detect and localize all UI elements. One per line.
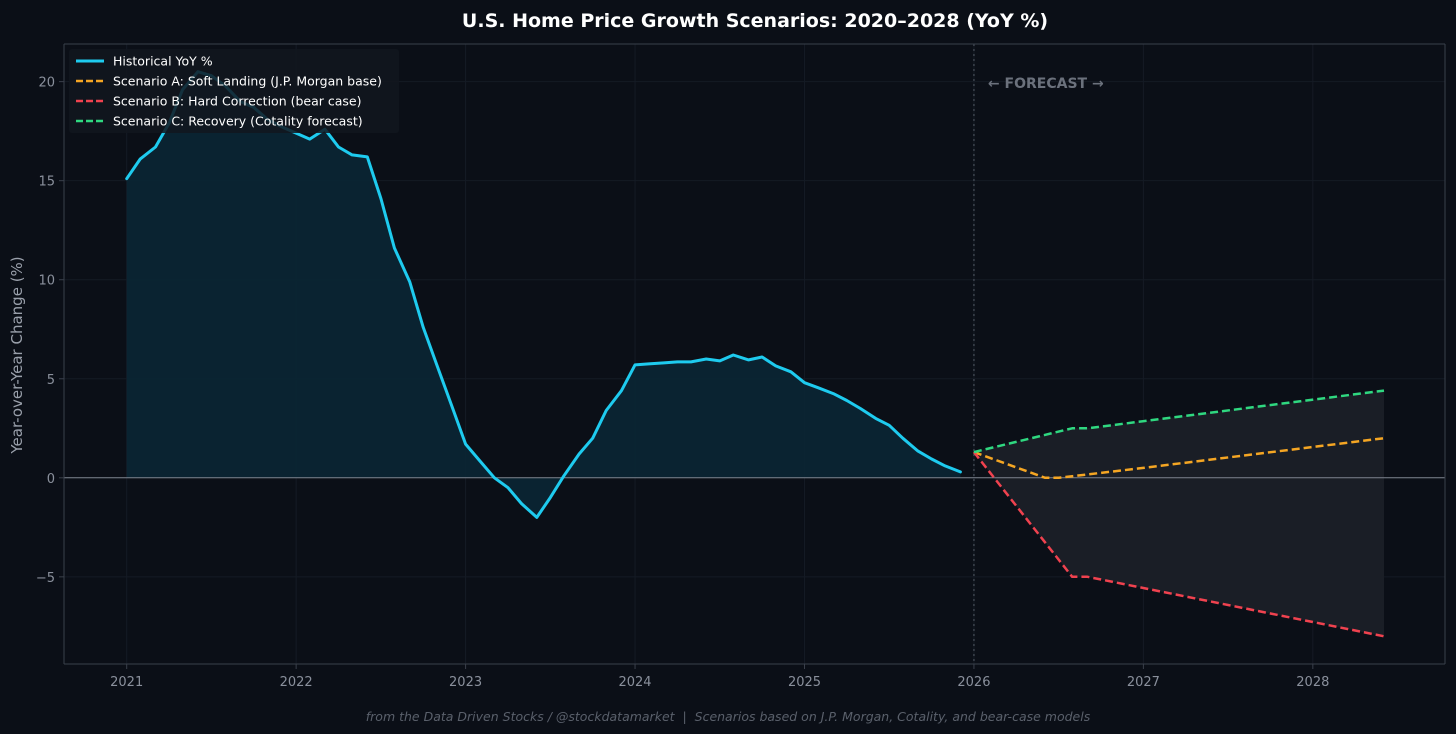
- legend: Historical YoY % Scenario A: Soft Landing…: [69, 49, 399, 133]
- y-tick-label-5: 20: [38, 76, 55, 91]
- x-tick-label-2024: 2024: [618, 675, 651, 690]
- historical-fill-area: [126, 71, 961, 518]
- x-tick-label-2022: 2022: [280, 675, 313, 690]
- x-tick-label-2025: 2025: [788, 675, 821, 690]
- y-tick-label-3: 10: [38, 274, 55, 289]
- x-tick-label-2023: 2023: [449, 675, 482, 690]
- series-line-1: [973, 436, 1385, 480]
- y-tick-label-4: 15: [38, 175, 55, 190]
- series-line-2: [972, 451, 1385, 638]
- x-tick-label-2027: 2027: [1127, 675, 1160, 690]
- y-tick-label-1: 0: [47, 472, 55, 487]
- y-tick-label-2: 5: [47, 373, 55, 388]
- legend-box: [69, 49, 399, 133]
- legend-label-1: Scenario A: Soft Landing (J.P. Morgan ba…: [113, 74, 382, 89]
- forecast-annotation: ← FORECAST →: [988, 76, 1104, 92]
- x-tick-label-2028: 2028: [1296, 675, 1329, 690]
- x-tick-label-2021: 2021: [110, 675, 143, 690]
- series-line-3: [973, 389, 1385, 454]
- legend-label-0: Historical YoY %: [113, 54, 213, 69]
- y-axis-label: Year-over-Year Change (%): [8, 256, 26, 454]
- plot-area: 2021 2022 2023 2024 2025 2026 2027 2028 −5 0 5 10 15…: [36, 43, 1446, 690]
- chart-title: U.S. Home Price Growth Scenarios: 2020–2…: [462, 10, 1048, 32]
- legend-label-2: Scenario B: Hard Correction (bear case): [113, 94, 362, 109]
- x-tick-label-2026: 2026: [957, 675, 990, 690]
- legend-label-3: Scenario C: Recovery (Cotality forecast): [113, 114, 363, 129]
- footer-credit: from the Data Driven Stocks / @stockdata…: [366, 709, 1091, 724]
- y-tick-label-0: −5: [36, 571, 55, 586]
